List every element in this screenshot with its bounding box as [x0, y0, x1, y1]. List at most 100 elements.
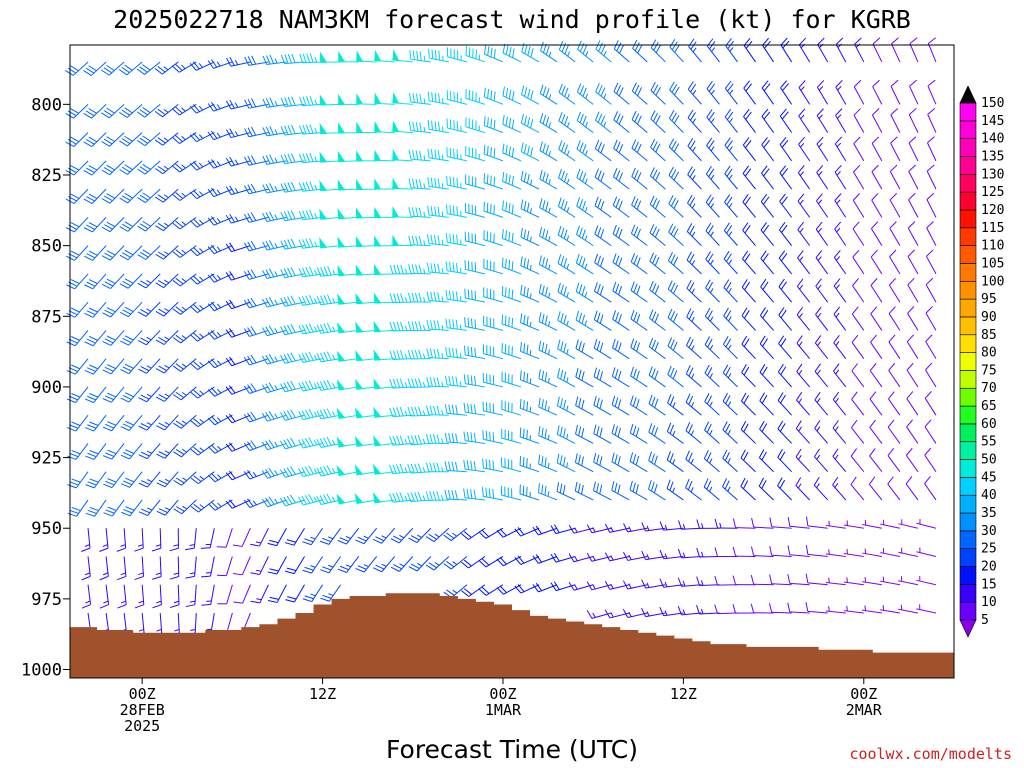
wind-barb [316, 351, 341, 363]
wind-barb [138, 386, 161, 403]
wind-barb [926, 221, 937, 246]
wind-barb [478, 556, 504, 568]
wind-barb [539, 169, 558, 190]
wind-barb [101, 245, 125, 261]
wind-barb [742, 193, 756, 218]
wind-barb [336, 350, 359, 362]
wind-barb [155, 188, 179, 203]
wind-barb [426, 405, 449, 416]
wind-barb [155, 358, 179, 374]
wind-barb [557, 368, 576, 388]
wind-barb [65, 188, 89, 204]
wind-barb [338, 50, 359, 63]
wind-barb [668, 166, 684, 190]
wind-barb [593, 310, 612, 331]
wind-barb [898, 547, 919, 557]
wind-barb [742, 250, 756, 275]
wind-barb [262, 54, 287, 66]
wind-barb [888, 391, 901, 416]
wind-barb [299, 53, 323, 64]
wind-barb [722, 478, 738, 501]
wind-barb [484, 44, 504, 63]
wind-barb [284, 527, 305, 546]
wind-barb [390, 556, 414, 572]
chart-title: 2025022718 NAM3KM forecast wind profile … [113, 5, 911, 34]
wind-barb [778, 335, 793, 360]
wind-barb [705, 279, 720, 303]
wind-barb [134, 584, 145, 609]
wind-barb [337, 322, 359, 334]
colorbar-label: 50 [981, 453, 997, 468]
wind-barb [724, 165, 738, 190]
wind-barb [151, 528, 162, 552]
wind-barb [152, 556, 162, 580]
wind-barb [798, 136, 811, 162]
wind-barb [887, 419, 901, 444]
wind-barb [732, 546, 756, 557]
wind-barb [687, 194, 702, 218]
wind-barb [374, 49, 395, 63]
wind-barb [787, 602, 810, 614]
colorbar-swatch [959, 530, 977, 549]
wind-barb [925, 277, 937, 303]
wind-barb [280, 181, 305, 193]
colorbar-label: 135 [981, 149, 1004, 164]
wind-barb [696, 576, 720, 587]
wind-barb [482, 401, 504, 416]
wind-barb [316, 436, 341, 448]
wind-barb [833, 249, 847, 275]
wind-barb [852, 249, 865, 275]
colorbar-label: 115 [981, 221, 1004, 236]
wind-barb [815, 250, 829, 275]
wind-barb [428, 48, 449, 63]
wind-barb [483, 230, 504, 247]
y-tick-label: 900 [31, 378, 62, 398]
wind-barb [631, 110, 648, 133]
wind-barb [262, 126, 287, 137]
wind-barb [373, 463, 395, 475]
wind-barb [225, 271, 251, 281]
colorbar-swatch [959, 298, 977, 318]
wind-barb [374, 235, 395, 247]
wind-barb [225, 470, 251, 481]
wind-barb [890, 108, 901, 133]
wind-barb [796, 392, 811, 416]
x-tick-label: 00Z [129, 685, 156, 703]
wind-barb [84, 358, 107, 375]
wind-barb [743, 80, 756, 105]
wind-barb [924, 447, 937, 472]
wind-barb [576, 225, 594, 247]
wind-barb [835, 79, 847, 105]
wind-barb [483, 116, 504, 134]
wind-barb [173, 499, 197, 515]
wind-barb [833, 306, 847, 331]
colorbar-low-arrow [959, 619, 977, 638]
wind-barb [593, 481, 612, 501]
wind-barb [461, 556, 486, 569]
wind-barb [832, 420, 847, 444]
wind-barb [444, 461, 467, 473]
wind-barb [81, 528, 91, 552]
wind-barb [443, 556, 468, 570]
wind-barb [761, 137, 774, 162]
wind-barb [207, 130, 233, 141]
wind-barb [170, 612, 180, 637]
colorbar-label: 125 [981, 185, 1004, 200]
wind-barb [650, 82, 666, 105]
wind-barb [496, 584, 522, 595]
wind-barb [853, 164, 865, 190]
colorbar-swatch [959, 102, 977, 122]
wind-barb [103, 499, 125, 517]
wind-barb [557, 197, 576, 218]
wind-barb [759, 392, 774, 416]
wind-barb [392, 49, 413, 63]
wind-barb [408, 207, 431, 218]
wind-barb [520, 142, 540, 162]
wind-barb [354, 435, 377, 447]
wind-barb [787, 545, 810, 557]
wind-barb [337, 264, 359, 277]
wind-barb [154, 103, 179, 118]
wind-barb [871, 164, 883, 190]
wind-barb [337, 556, 360, 573]
